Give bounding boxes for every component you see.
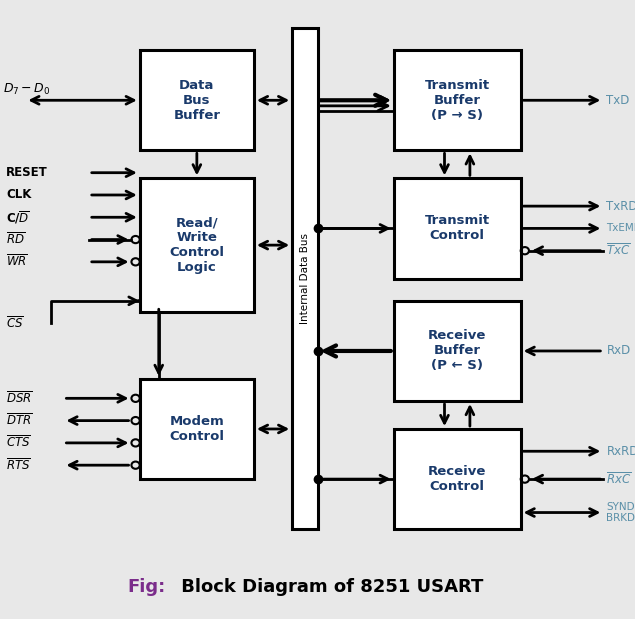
- Text: TxEMPTY: TxEMPTY: [606, 223, 635, 233]
- Text: $D_7 - D_0$: $D_7 - D_0$: [3, 82, 51, 97]
- Text: $\overline{RD}$: $\overline{RD}$: [6, 232, 25, 248]
- Text: CLK: CLK: [6, 188, 32, 202]
- Text: $\overline{CS}$: $\overline{CS}$: [6, 315, 24, 331]
- Text: Receive
Control: Receive Control: [428, 465, 486, 493]
- Text: C/$\overline{D}$: C/$\overline{D}$: [6, 209, 30, 226]
- Text: Transmit
Buffer
(P → S): Transmit Buffer (P → S): [425, 79, 490, 122]
- Text: $\overline{WR}$: $\overline{WR}$: [6, 254, 28, 270]
- Text: Fig:: Fig:: [127, 578, 165, 596]
- Bar: [140, 50, 254, 150]
- Bar: [394, 429, 521, 529]
- Bar: [394, 50, 521, 150]
- Text: Transmit
Control: Transmit Control: [425, 214, 490, 243]
- Text: SYNDET/
BRKDET: SYNDET/ BRKDET: [606, 502, 635, 523]
- Text: TxD: TxD: [606, 93, 630, 107]
- Text: RxD: RxD: [606, 344, 631, 358]
- Bar: [292, 28, 318, 529]
- Text: RxRDY: RxRDY: [606, 444, 635, 458]
- Text: Internal Data Bus: Internal Data Bus: [300, 233, 310, 324]
- Text: $\overline{DTR}$: $\overline{DTR}$: [6, 413, 33, 428]
- Bar: [140, 379, 254, 479]
- Bar: [394, 301, 521, 401]
- Bar: [140, 178, 254, 312]
- Text: $\overline{TxC}$: $\overline{TxC}$: [606, 243, 631, 259]
- Text: $\overline{RTS}$: $\overline{RTS}$: [6, 457, 31, 473]
- Text: $\overline{RxC}$: $\overline{RxC}$: [606, 471, 632, 487]
- Text: RESET: RESET: [6, 166, 48, 180]
- Bar: [394, 178, 521, 279]
- Text: Block Diagram of 8251 USART: Block Diagram of 8251 USART: [175, 578, 483, 596]
- Text: $\overline{DSR}$: $\overline{DSR}$: [6, 391, 33, 406]
- Text: Receive
Buffer
(P ← S): Receive Buffer (P ← S): [428, 329, 486, 373]
- Text: Modem
Control: Modem Control: [170, 415, 224, 443]
- Text: $\overline{CTS}$: $\overline{CTS}$: [6, 435, 31, 451]
- Text: Read/
Write
Control
Logic: Read/ Write Control Logic: [170, 216, 224, 274]
- Text: TxRDY: TxRDY: [606, 199, 635, 213]
- Text: Data
Bus
Buffer: Data Bus Buffer: [173, 79, 220, 122]
